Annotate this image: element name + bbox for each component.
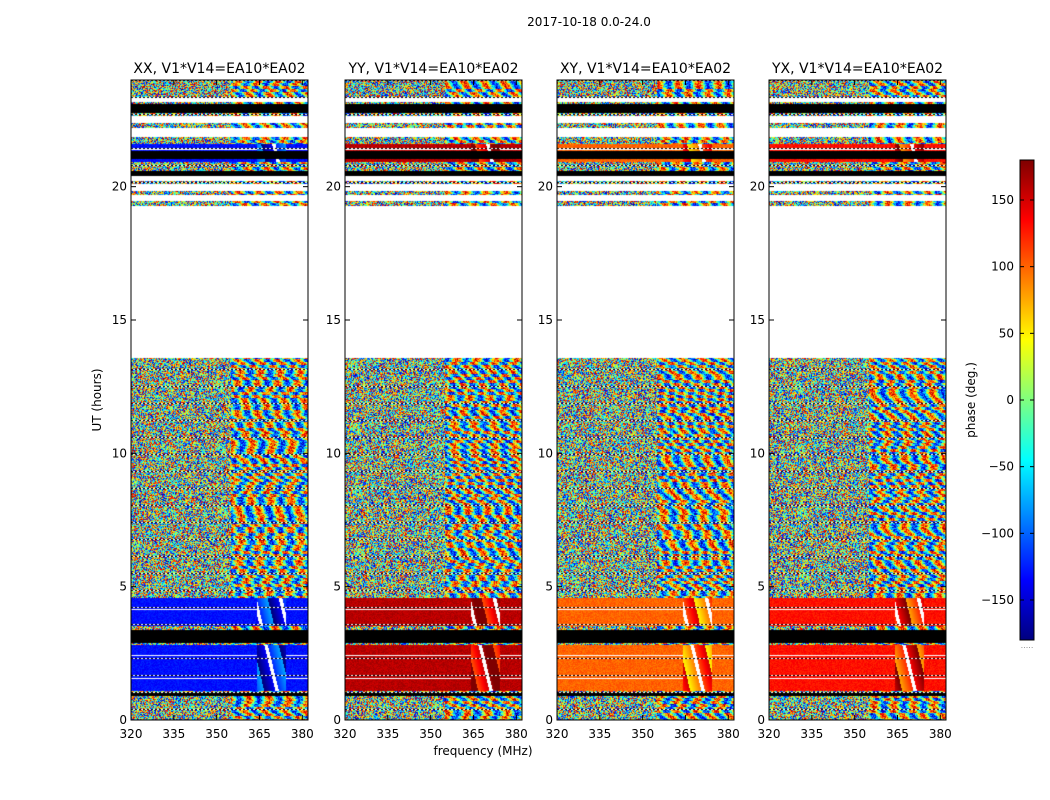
y-tick-label: 10 (326, 446, 341, 460)
x-tick-label: 365 (248, 727, 271, 741)
panel-4: YX, V1*V14=EA10*EA02 320 335 350 365 380 0 5 10 1… (750, 61, 952, 741)
panel-title: YX, V1*V14=EA10*EA02 (771, 61, 943, 77)
y-tick-label: 20 (538, 180, 553, 194)
heatmap-cells (131, 80, 308, 720)
heatmap-cells (769, 80, 946, 720)
y-tick-label: 20 (326, 180, 341, 194)
x-tick-label: 320 (334, 727, 357, 741)
y-tick-label: 5 (333, 580, 341, 594)
colorbar-tick-label: 100 (991, 260, 1014, 274)
y-tick-label: 15 (326, 313, 341, 327)
x-tick-label: 380 (505, 727, 528, 741)
panel-title: XX, V1*V14=EA10*EA02 (133, 61, 305, 77)
x-tick-label: 335 (162, 727, 185, 741)
colorbar-tick-label: 50 (999, 326, 1014, 340)
panels-layer: XX, V1*V14=EA10*EA02 320 335 350 365 380 0 5 10 1… (112, 61, 952, 741)
y-tick-label: 0 (545, 713, 553, 727)
y-axis-label: UT (hours) (90, 368, 104, 431)
x-tick-label: 365 (886, 727, 909, 741)
x-tick-label: 350 (205, 727, 228, 741)
colorbar-tick-label: 150 (991, 193, 1014, 207)
panel-frame (768, 79, 947, 721)
y-tick-label: 20 (750, 180, 765, 194)
y-tick-label: 15 (538, 313, 553, 327)
colorbar-tick-label: −50 (989, 460, 1014, 474)
y-tick-label: 0 (119, 713, 127, 727)
y-tick-label: 10 (750, 446, 765, 460)
x-tick-label: 320 (758, 727, 781, 741)
x-tick-label: 380 (291, 727, 314, 741)
y-tick-label: 15 (112, 313, 127, 327)
colorbar-tick-label: −150 (981, 593, 1014, 607)
y-tick-label: 5 (545, 580, 553, 594)
x-tick-label: 365 (462, 727, 485, 741)
colorbar-tick-label: 0 (1006, 393, 1014, 407)
x-tick-label: 335 (376, 727, 399, 741)
panel-frame (344, 79, 523, 721)
y-tick-label: 10 (538, 446, 553, 460)
y-tick-label: 15 (750, 313, 765, 327)
y-tick-label: 5 (757, 580, 765, 594)
colorbar-footnote: ..... (1021, 641, 1034, 650)
x-tick-label: 320 (120, 727, 143, 741)
panel-title: XY, V1*V14=EA10*EA02 (560, 61, 731, 77)
panel-2: YY, V1*V14=EA10*EA02 320 335 350 365 380 0 5 10 1… (326, 61, 528, 741)
x-tick-label: 350 (631, 727, 654, 741)
panel-frame (556, 79, 735, 721)
y-tick-label: 5 (119, 580, 127, 594)
heatmap-cells (345, 80, 522, 720)
x-tick-label: 350 (843, 727, 866, 741)
y-tick-label: 0 (333, 713, 341, 727)
x-tick-label: 380 (929, 727, 952, 741)
x-tick-label: 380 (717, 727, 740, 741)
y-tick-label: 20 (112, 180, 127, 194)
y-tick-label: 10 (112, 446, 127, 460)
x-tick-label: 365 (674, 727, 697, 741)
panel-3: XY, V1*V14=EA10*EA02 320 335 350 365 380 0 5 10 1… (538, 61, 740, 741)
panel-1: XX, V1*V14=EA10*EA02 320 335 350 365 380 0 5 10 1… (112, 61, 314, 741)
colorbar-label: phase (deg.) (964, 362, 978, 438)
x-tick-label: 335 (588, 727, 611, 741)
figure-title: 2017-10-18 0.0-24.0 (527, 15, 651, 29)
colorbar-tick-label: −100 (981, 526, 1014, 540)
x-tick-label: 335 (800, 727, 823, 741)
panel-frame (130, 79, 309, 721)
colorbar: 150 100 50 0 −50 −100 −150..... (981, 159, 1035, 650)
heatmap-cells (557, 80, 734, 720)
x-axis-label: frequency (MHz) (433, 744, 532, 758)
y-tick-label: 0 (757, 713, 765, 727)
x-tick-label: 320 (546, 727, 569, 741)
x-tick-label: 350 (419, 727, 442, 741)
panel-title: YY, V1*V14=EA10*EA02 (347, 61, 518, 77)
